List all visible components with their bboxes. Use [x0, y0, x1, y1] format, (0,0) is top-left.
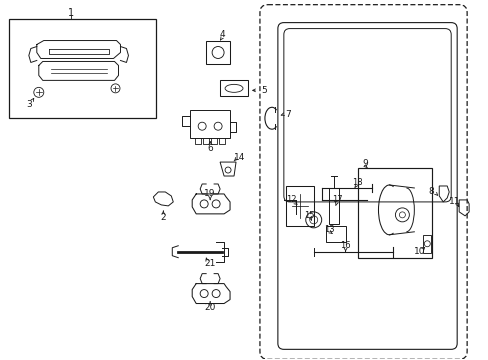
- Text: 8: 8: [427, 188, 433, 197]
- Text: 20: 20: [204, 303, 215, 312]
- Text: 14: 14: [234, 153, 245, 162]
- Bar: [206, 41, 229, 64]
- Bar: [190, 110, 229, 138]
- Bar: [423, 235, 430, 253]
- Text: 7: 7: [285, 110, 290, 119]
- Text: 11: 11: [448, 197, 460, 206]
- Text: 15: 15: [304, 211, 314, 220]
- Bar: [285, 186, 313, 226]
- Text: 19: 19: [204, 189, 215, 198]
- Text: 10: 10: [413, 247, 424, 256]
- Text: 5: 5: [261, 86, 266, 95]
- Text: 12: 12: [286, 195, 296, 204]
- Text: 18: 18: [351, 179, 362, 188]
- Text: 13: 13: [324, 225, 334, 234]
- Text: 3: 3: [26, 100, 32, 109]
- Text: 4: 4: [219, 30, 224, 39]
- Bar: [328, 188, 338, 224]
- Bar: [220, 80, 247, 96]
- Text: 21: 21: [204, 259, 215, 268]
- Bar: [325, 226, 345, 242]
- Text: 17: 17: [332, 195, 342, 204]
- Bar: [357, 168, 431, 258]
- Text: 1: 1: [67, 8, 74, 18]
- Text: 9: 9: [362, 158, 367, 167]
- Text: 16: 16: [340, 241, 350, 250]
- Bar: [9, 19, 156, 118]
- Text: 2: 2: [160, 213, 166, 222]
- Text: 6: 6: [207, 144, 213, 153]
